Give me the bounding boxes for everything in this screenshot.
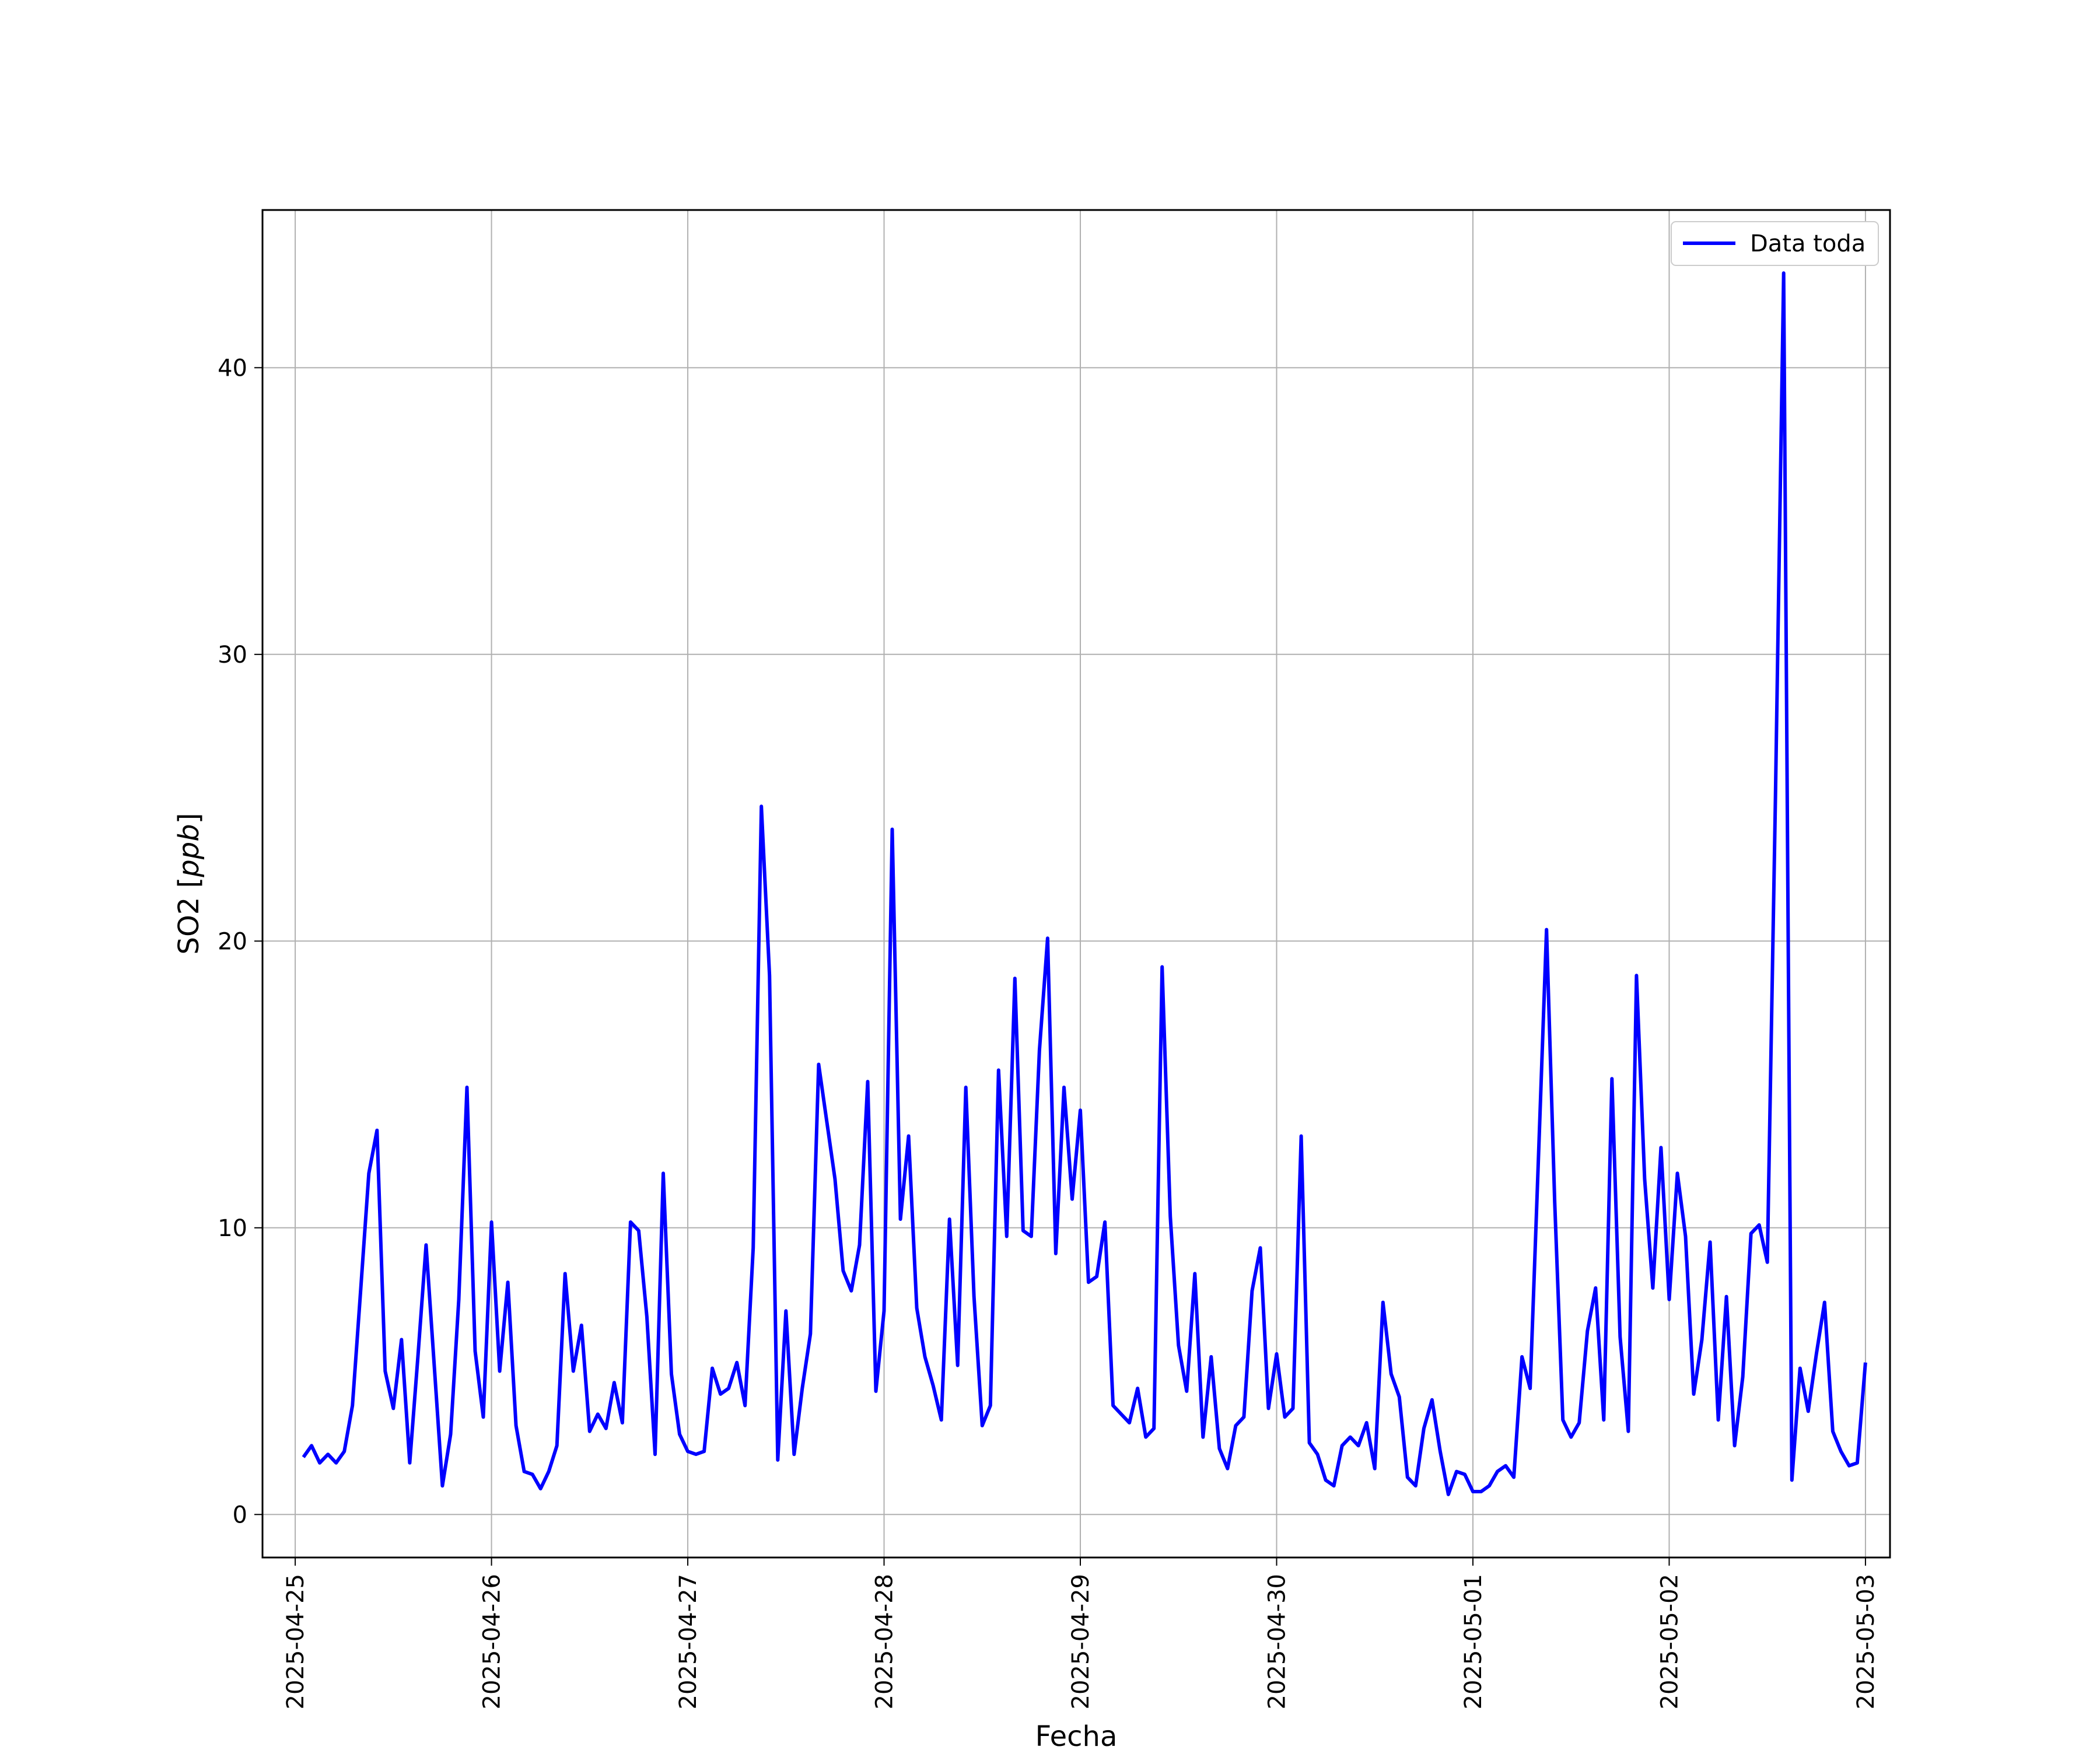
y-tick-label: 10	[218, 1215, 247, 1242]
legend-label: Data toda	[1750, 230, 1866, 257]
x-tick-label: 2025-05-01	[1460, 1574, 1487, 1709]
grid	[262, 210, 1890, 1558]
x-tick-label: 2025-04-26	[479, 1574, 506, 1709]
x-tick-label: 2025-04-25	[282, 1574, 309, 1709]
ticks: 2025-04-25 2025-04-26 2025-04-27 2025-04-28…	[218, 355, 1880, 1709]
x-tick-label: 2025-05-02	[1656, 1574, 1683, 1709]
x-tick-label: 2025-05-03	[1853, 1574, 1880, 1709]
legend: Data toda	[1671, 221, 1879, 266]
y-axis-label: SO2 [ppb]	[173, 813, 205, 955]
x-tick-label: 2025-04-28	[872, 1574, 898, 1709]
y-tick-label: 40	[218, 355, 247, 382]
legend-box	[1671, 221, 1879, 266]
x-tick-label: 2025-04-29	[1068, 1574, 1094, 1709]
plot-frame	[261, 209, 1891, 1559]
y-tick-label: 30	[218, 642, 247, 668]
x-axis-label: Fecha	[1035, 1720, 1118, 1750]
x-tick-label: 2025-04-30	[1264, 1574, 1290, 1709]
x-tick-label: 2025-04-27	[675, 1574, 702, 1709]
y-tick-label: 20	[218, 928, 247, 955]
y-tick-label: 0	[233, 1502, 247, 1528]
series-line	[302, 271, 1867, 1496]
series-layer	[302, 271, 1867, 1496]
